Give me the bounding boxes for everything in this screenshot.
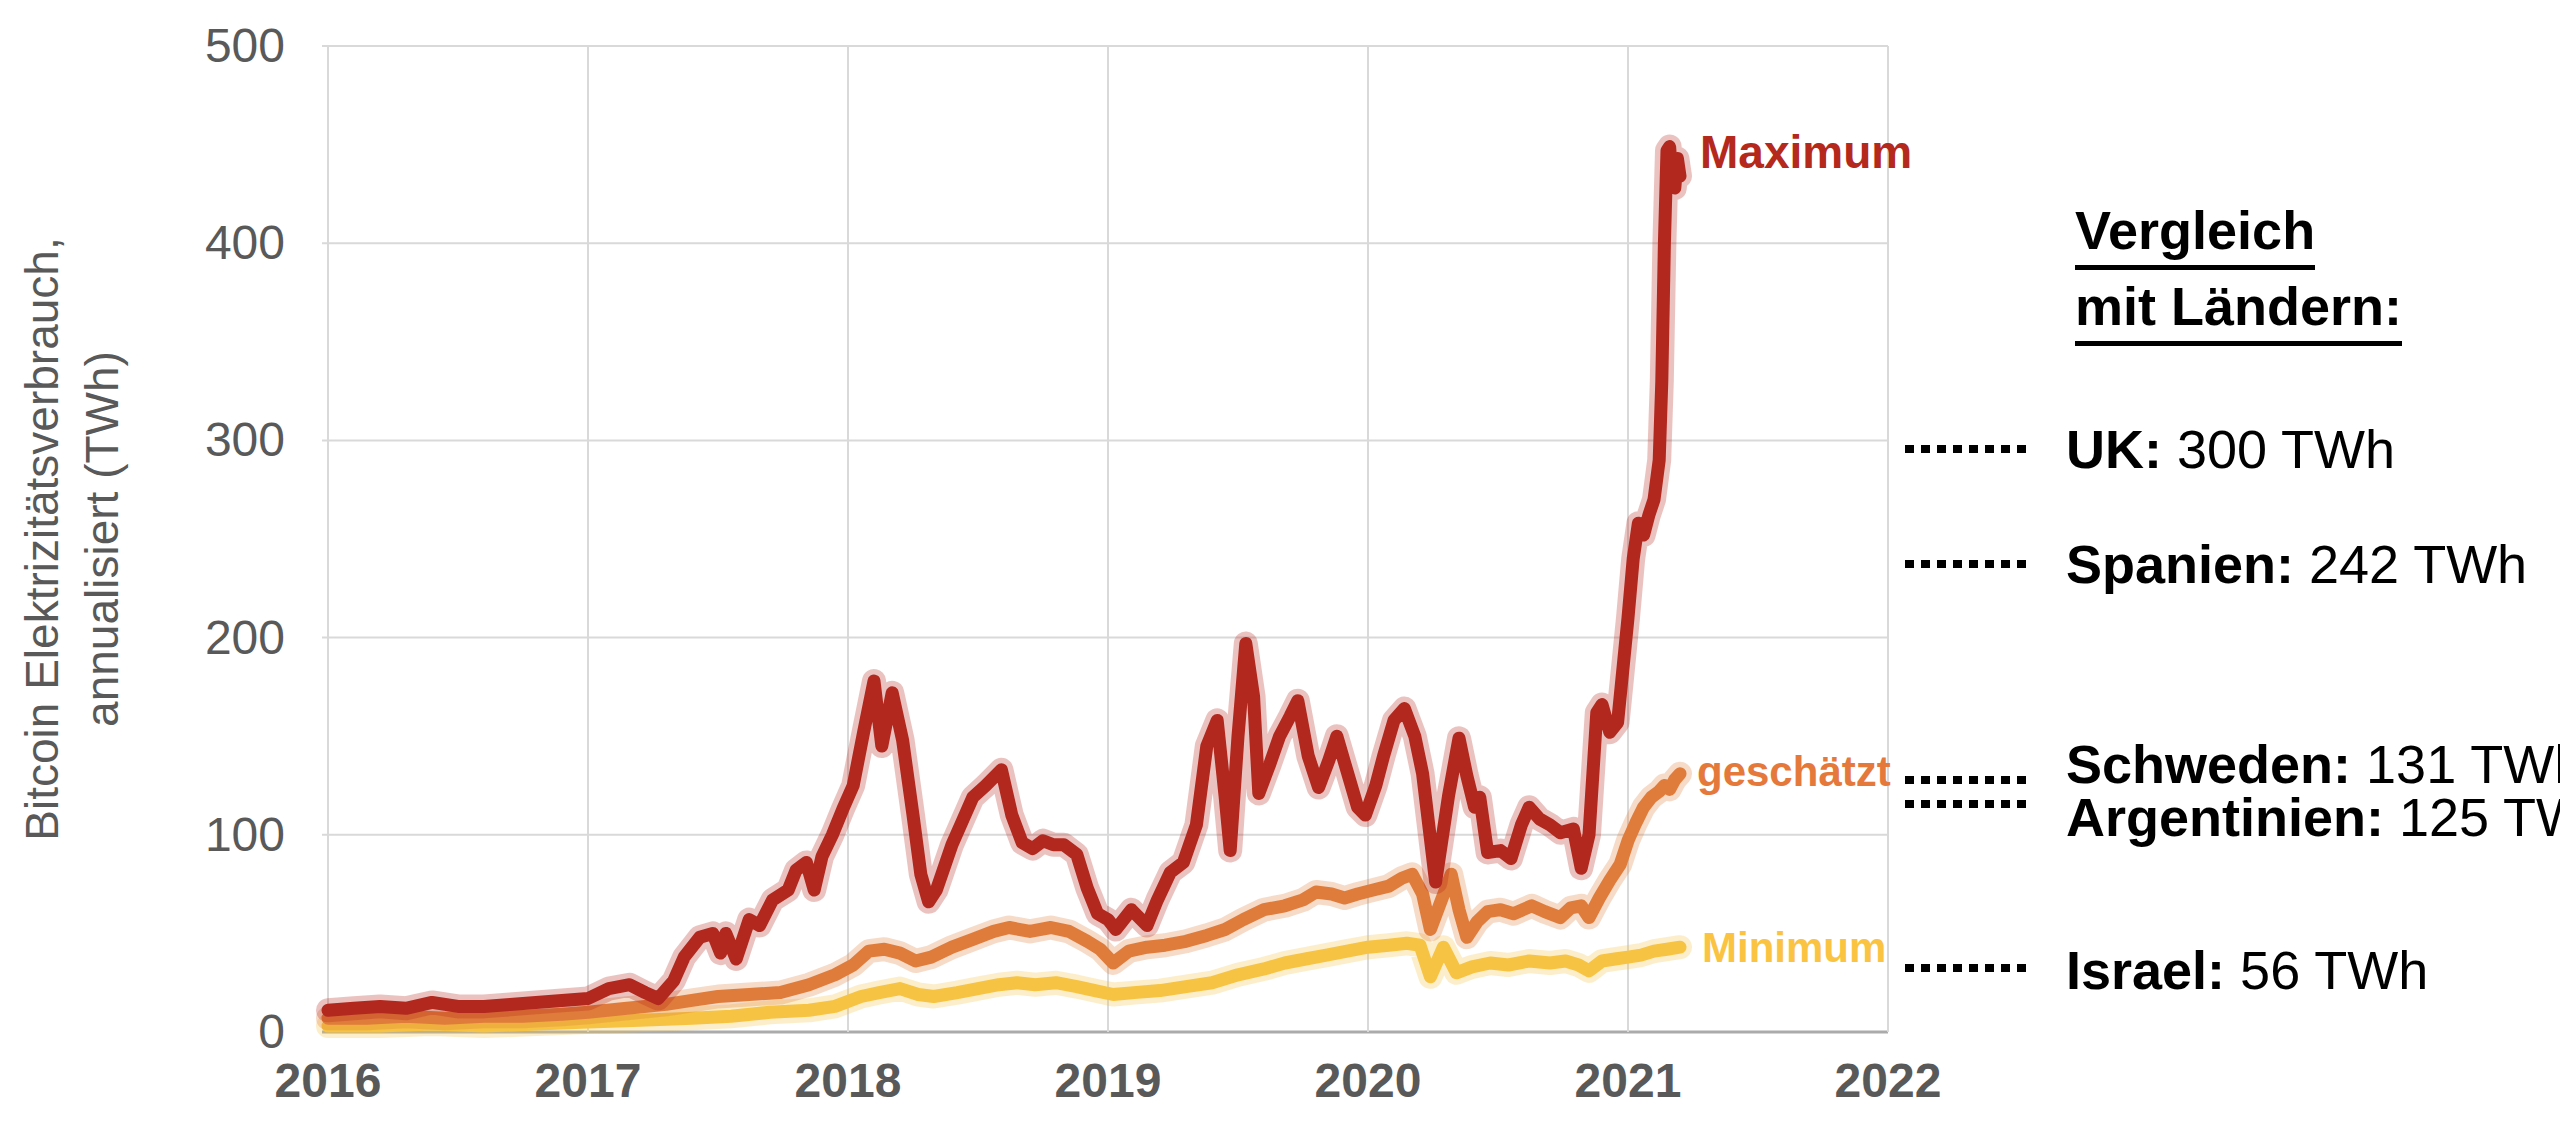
x-tick-label: 2022 bbox=[1788, 1053, 1988, 1109]
country-name: Israel: bbox=[2066, 940, 2240, 1000]
x-tick-label: 2021 bbox=[1528, 1053, 1728, 1109]
x-tick-label: 2016 bbox=[228, 1053, 428, 1109]
x-tick-label: 2019 bbox=[1008, 1053, 1208, 1109]
series-label-minimum: Minimum bbox=[1702, 924, 1886, 972]
comparison-heading: Vergleich mit Ländern: bbox=[2075, 200, 2402, 352]
country-row: Spanien: 242 TWh bbox=[2066, 535, 2527, 593]
country-name: Argentinien: bbox=[2066, 787, 2399, 847]
country-name: Spanien: bbox=[2066, 534, 2309, 594]
dotted-leader-line bbox=[1905, 776, 2030, 784]
y-tick-label: 100 bbox=[105, 807, 285, 863]
country-row: Schweden: 131 TWh bbox=[2066, 735, 2560, 793]
country-value: 300 TWh bbox=[2177, 419, 2395, 479]
y-tick-label: 200 bbox=[105, 610, 285, 666]
country-value: 242 TWh bbox=[2309, 534, 2527, 594]
series-label-geschtzt: geschätzt bbox=[1697, 748, 1891, 796]
country-name: Schweden: bbox=[2066, 734, 2366, 794]
dotted-leader-line bbox=[1905, 964, 2030, 972]
series-label-maximum: Maximum bbox=[1700, 125, 1912, 179]
comparison-heading-line1: Vergleich bbox=[2075, 200, 2315, 270]
x-tick-label: 2020 bbox=[1268, 1053, 1468, 1109]
dotted-leader-line bbox=[1905, 445, 2030, 453]
y-tick-label: 400 bbox=[105, 215, 285, 271]
y-axis-title-line2: annualisiert (TWh) bbox=[72, 0, 132, 1089]
dotted-leader-line bbox=[1905, 800, 2030, 808]
y-axis-title: Bitcoin Elektrizitätsverbrauch, annualis… bbox=[12, 0, 132, 1089]
country-row: Argentinien: 125 TWh bbox=[2066, 788, 2560, 846]
y-tick-label: 0 bbox=[105, 1004, 285, 1060]
country-value: 131 TWh bbox=[2366, 734, 2560, 794]
country-row: Israel: 56 TWh bbox=[2066, 941, 2428, 999]
country-value: 56 TWh bbox=[2240, 940, 2428, 1000]
country-name: UK: bbox=[2066, 419, 2177, 479]
country-value: 125 TWh bbox=[2399, 787, 2560, 847]
y-tick-label: 500 bbox=[105, 18, 285, 74]
page: Bitcoin Elektrizitätsverbrauch, annualis… bbox=[0, 0, 2560, 1141]
x-tick-label: 2017 bbox=[488, 1053, 688, 1109]
y-tick-label: 300 bbox=[105, 412, 285, 468]
country-row: UK: 300 TWh bbox=[2066, 420, 2395, 478]
x-tick-label: 2018 bbox=[748, 1053, 948, 1109]
comparison-heading-line2: mit Ländern: bbox=[2075, 276, 2402, 346]
dotted-leader-line bbox=[1905, 560, 2030, 568]
y-axis-title-line1: Bitcoin Elektrizitätsverbrauch, bbox=[12, 0, 72, 1089]
